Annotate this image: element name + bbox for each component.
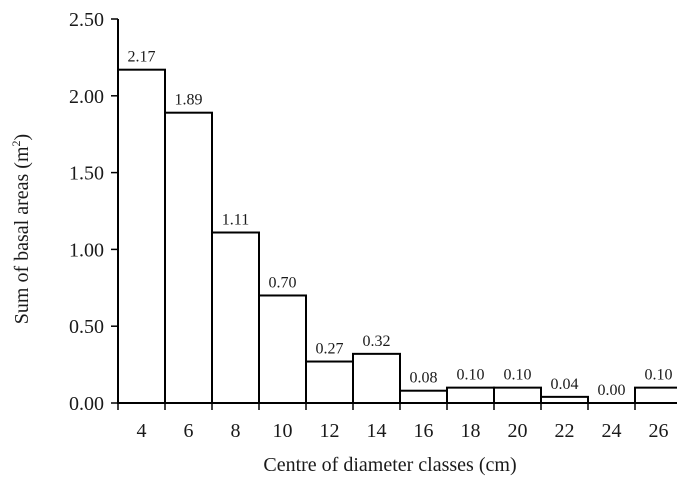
bar-6 <box>164 111 213 404</box>
bars-group <box>117 68 677 405</box>
bar-label-10: 0.70 <box>269 274 297 291</box>
bar-26 <box>634 386 677 405</box>
x-tick-label-12: 12 <box>320 420 340 442</box>
y-axis-title-close: ) <box>11 134 33 141</box>
y-ticks-group: 0.00 0.50 1.00 1.50 2.00 2.50 <box>69 9 118 415</box>
bar-label-4: 2.17 <box>128 49 156 66</box>
x-tick-label-20: 20 <box>508 420 528 442</box>
bar-label-14: 0.32 <box>363 333 391 350</box>
y-tick-label-0.50: 0.50 <box>69 316 104 338</box>
x-tick-label-10: 10 <box>273 420 293 442</box>
bar-4 <box>117 68 166 405</box>
y-tick-label-0.00: 0.00 <box>69 393 104 415</box>
x-tick-label-6: 6 <box>184 420 194 442</box>
bar-labels-group: 2.17 1.89 1.11 0.70 0.27 0.32 0.08 0.10 0.10 0.04… <box>128 49 673 399</box>
y-tick-label-2.00: 2.00 <box>69 86 104 108</box>
x-tick-label-24: 24 <box>602 420 622 442</box>
bar-label-16: 0.08 <box>410 370 438 387</box>
bar-label-18: 0.10 <box>457 367 485 384</box>
bar-label-6: 1.89 <box>175 92 203 109</box>
y-tick-label-2.50: 2.50 <box>69 9 104 31</box>
bar-label-22: 0.04 <box>551 376 579 393</box>
x-axis-title: Centre of diameter classes (cm) <box>263 454 516 476</box>
bar-14 <box>352 352 401 404</box>
x-tick-label-4: 4 <box>137 420 147 442</box>
x-tick-label-8: 8 <box>231 420 241 442</box>
bar-18 <box>446 386 495 405</box>
y-tick-label-1.00: 1.00 <box>69 239 104 261</box>
bar-16 <box>399 389 448 405</box>
bar-20 <box>493 386 542 405</box>
bar-label-20: 0.10 <box>504 367 532 384</box>
x-tick-label-16: 16 <box>414 420 434 442</box>
x-ticks-group: 4 6 8 10 12 14 16 18 20 22 24 26 <box>117 403 669 442</box>
y-axis-title-main: Sum of basal areas (m <box>11 146 33 324</box>
x-tick-label-14: 14 <box>367 420 387 442</box>
y-axis-title: Sum of basal areas (m2) <box>9 134 33 324</box>
bar-label-26: 0.10 <box>645 367 673 384</box>
y-axis-title-superscript: 2 <box>9 140 23 146</box>
x-tick-label-18: 18 <box>461 420 481 442</box>
bar-label-8: 1.11 <box>222 212 249 229</box>
bar-12 <box>305 360 354 405</box>
bar-label-12: 0.27 <box>316 341 344 358</box>
y-tick-label-1.50: 1.50 <box>69 163 104 185</box>
bar-10 <box>258 294 307 405</box>
bar-8 <box>211 231 260 404</box>
x-tick-label-26: 26 <box>649 420 669 442</box>
bar-label-24: 0.00 <box>598 382 626 399</box>
x-tick-label-22: 22 <box>555 420 575 442</box>
